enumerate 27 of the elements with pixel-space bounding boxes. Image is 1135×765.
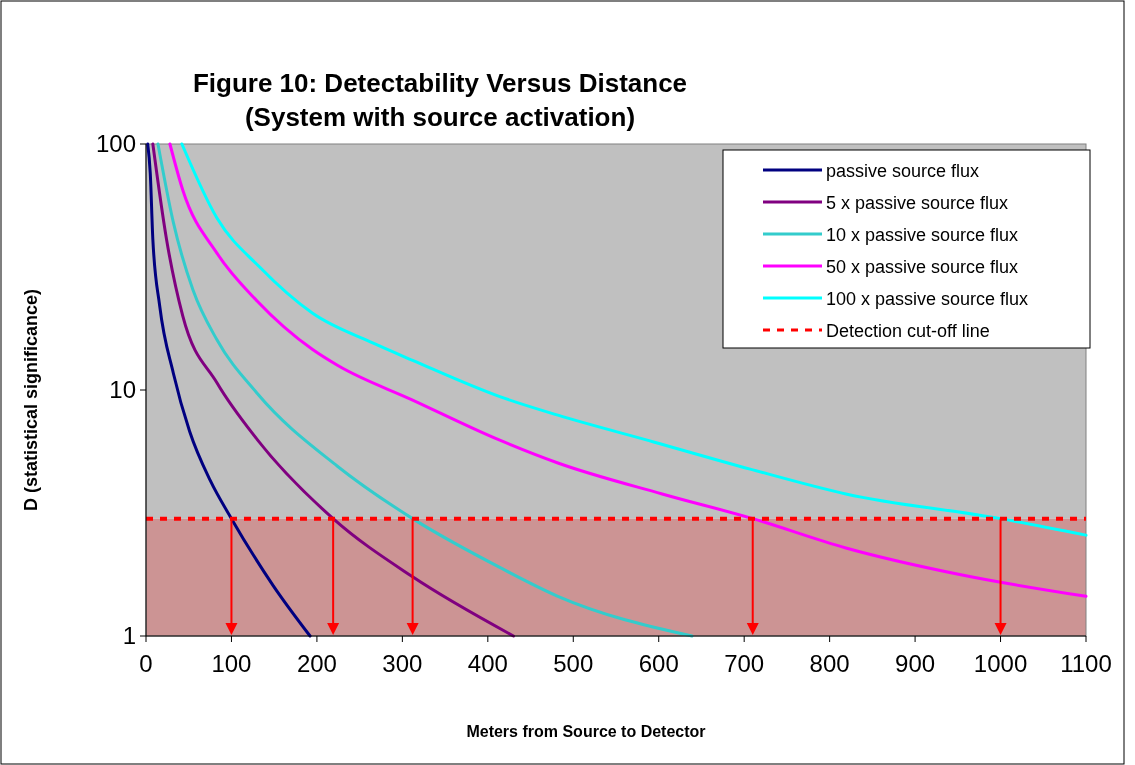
line-series	[151, 142, 515, 638]
y-tick-label: 1	[122, 622, 136, 649]
x-tick-label: 800	[809, 650, 850, 677]
x-tick-label: 100	[211, 650, 252, 677]
x-tick-label: 300	[382, 650, 423, 677]
x-tick-label: 400	[467, 650, 508, 677]
x-tick-label: 600	[638, 650, 679, 677]
legend-label: 100 x passive source flux	[826, 289, 1029, 309]
x-tick-label: 700	[724, 650, 765, 677]
legend-label: Detection cut-off line	[826, 321, 990, 341]
legend-label: 10 x passive source flux	[826, 225, 1019, 245]
x-tick-label: 200	[296, 650, 337, 677]
x-axis-title: Meters from Source to Detector	[466, 723, 706, 740]
legend-label: 50 x passive source flux	[826, 257, 1019, 277]
y-axis-title: D (statistical significance)	[21, 288, 41, 512]
x-tick-label: 1100	[1060, 650, 1112, 677]
chart-subtitle: (System with source activation)	[244, 102, 636, 132]
y-tick-label: 100	[95, 130, 136, 157]
line-series	[156, 142, 694, 638]
x-tick-label: 0	[139, 650, 153, 677]
chart-title: Figure 10: Detectability Versus Distance	[192, 68, 688, 98]
y-tick-label: 10	[109, 376, 136, 403]
x-tick-label: 900	[895, 650, 936, 677]
legend-label: 5 x passive source flux	[826, 193, 1009, 213]
legend-label: passive source flux	[826, 161, 980, 181]
x-tick-label: 1000	[973, 650, 1028, 677]
x-tick-label: 500	[553, 650, 594, 677]
